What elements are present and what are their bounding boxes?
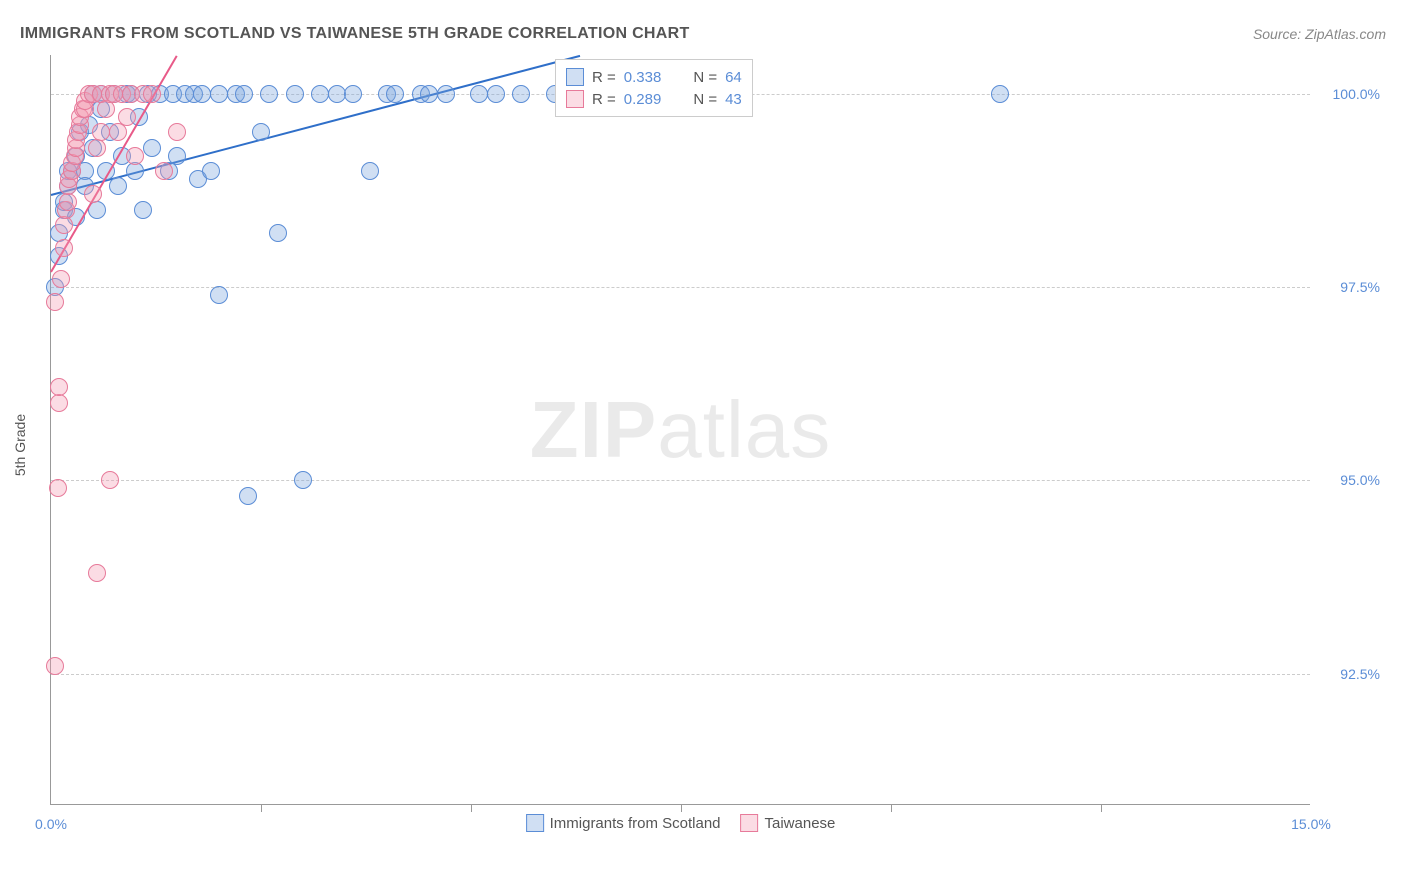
data-point bbox=[118, 108, 136, 126]
y-tick-label: 97.5% bbox=[1320, 279, 1380, 295]
data-point bbox=[269, 224, 287, 242]
plot-container: 5th Grade ZIPatlas 92.5%95.0%97.5%100.0%… bbox=[50, 50, 1380, 840]
data-point bbox=[991, 85, 1009, 103]
data-point bbox=[235, 85, 253, 103]
data-point bbox=[101, 471, 119, 489]
data-point bbox=[344, 85, 362, 103]
legend-stats: R = 0.338 N = 64 R = 0.289 N = 43 bbox=[555, 59, 753, 117]
legend-row: R = 0.338 N = 64 bbox=[566, 66, 742, 88]
data-point bbox=[52, 270, 70, 288]
legend-swatch bbox=[566, 90, 584, 108]
data-point bbox=[97, 100, 115, 118]
source-label: Source: ZipAtlas.com bbox=[1253, 26, 1386, 42]
data-point bbox=[49, 479, 67, 497]
data-point bbox=[210, 286, 228, 304]
x-tick bbox=[891, 804, 892, 812]
x-tick bbox=[261, 804, 262, 812]
data-point bbox=[55, 239, 73, 257]
legend-series: Immigrants from Scotland Taiwanese bbox=[526, 814, 836, 832]
data-point bbox=[294, 471, 312, 489]
data-point bbox=[437, 85, 455, 103]
data-point bbox=[168, 123, 186, 141]
data-point bbox=[286, 85, 304, 103]
data-point bbox=[134, 201, 152, 219]
data-point bbox=[252, 123, 270, 141]
n-value: 64 bbox=[725, 69, 742, 86]
data-point bbox=[202, 162, 220, 180]
legend-label: Immigrants from Scotland bbox=[550, 815, 721, 832]
data-point bbox=[210, 85, 228, 103]
data-point bbox=[155, 162, 173, 180]
y-tick-label: 100.0% bbox=[1320, 86, 1380, 102]
data-point bbox=[46, 293, 64, 311]
r-label: R = bbox=[592, 69, 616, 86]
chart-title: IMMIGRANTS FROM SCOTLAND VS TAIWANESE 5T… bbox=[20, 25, 690, 43]
data-point bbox=[50, 378, 68, 396]
x-tick-label: 0.0% bbox=[35, 816, 67, 832]
watermark-light: atlas bbox=[657, 385, 831, 474]
data-point bbox=[109, 123, 127, 141]
n-value: 43 bbox=[725, 91, 742, 108]
data-point bbox=[84, 185, 102, 203]
n-label: N = bbox=[693, 69, 717, 86]
y-tick-label: 92.5% bbox=[1320, 666, 1380, 682]
r-value: 0.338 bbox=[624, 69, 662, 86]
x-tick bbox=[1101, 804, 1102, 812]
n-label: N = bbox=[693, 91, 717, 108]
data-point bbox=[59, 193, 77, 211]
y-axis-label: 5th Grade bbox=[12, 414, 28, 476]
data-point bbox=[239, 487, 257, 505]
legend-swatch bbox=[526, 814, 544, 832]
data-point bbox=[328, 85, 346, 103]
data-point bbox=[143, 139, 161, 157]
watermark: ZIPatlas bbox=[530, 384, 831, 476]
plot-area: ZIPatlas 92.5%95.0%97.5%100.0%0.0%15.0%R… bbox=[50, 55, 1310, 805]
data-point bbox=[420, 85, 438, 103]
data-point bbox=[109, 177, 127, 195]
data-point bbox=[126, 162, 144, 180]
data-point bbox=[512, 85, 530, 103]
r-label: R = bbox=[592, 91, 616, 108]
data-point bbox=[470, 85, 488, 103]
legend-label: Taiwanese bbox=[765, 815, 836, 832]
data-point bbox=[143, 85, 161, 103]
legend-row: R = 0.289 N = 43 bbox=[566, 88, 742, 110]
legend-swatch bbox=[741, 814, 759, 832]
data-point bbox=[92, 123, 110, 141]
data-point bbox=[88, 139, 106, 157]
data-point bbox=[126, 147, 144, 165]
watermark-bold: ZIP bbox=[530, 385, 657, 474]
gridline bbox=[51, 480, 1310, 481]
legend-swatch bbox=[566, 68, 584, 86]
data-point bbox=[168, 147, 186, 165]
data-point bbox=[487, 85, 505, 103]
x-tick bbox=[471, 804, 472, 812]
r-value: 0.289 bbox=[624, 91, 662, 108]
x-tick bbox=[681, 804, 682, 812]
gridline bbox=[51, 287, 1310, 288]
data-point bbox=[50, 394, 68, 412]
data-point bbox=[88, 564, 106, 582]
data-point bbox=[386, 85, 404, 103]
data-point bbox=[193, 85, 211, 103]
data-point bbox=[361, 162, 379, 180]
x-tick-label: 15.0% bbox=[1291, 816, 1331, 832]
data-point bbox=[260, 85, 278, 103]
data-point bbox=[46, 657, 64, 675]
legend-item: Immigrants from Scotland bbox=[526, 814, 721, 832]
gridline bbox=[51, 674, 1310, 675]
legend-item: Taiwanese bbox=[741, 814, 836, 832]
data-point bbox=[311, 85, 329, 103]
data-point bbox=[55, 216, 73, 234]
title-bar: IMMIGRANTS FROM SCOTLAND VS TAIWANESE 5T… bbox=[20, 20, 1386, 48]
y-tick-label: 95.0% bbox=[1320, 472, 1380, 488]
